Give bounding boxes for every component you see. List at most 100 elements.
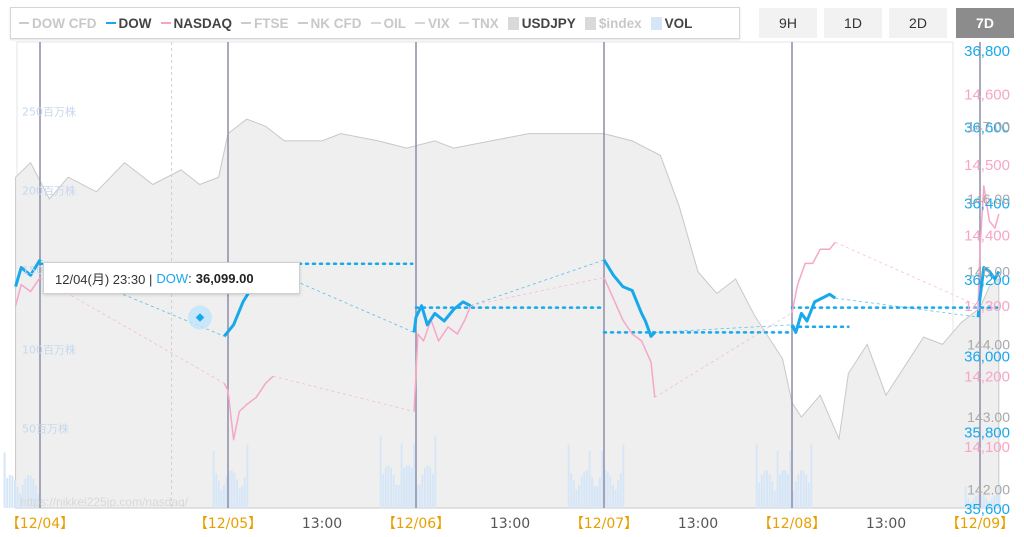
volume-bar	[243, 477, 246, 508]
volume-bar	[612, 485, 614, 508]
volume-bar	[585, 470, 588, 508]
range-button-7d[interactable]: 7D	[956, 8, 1014, 38]
volume-bar	[810, 444, 813, 508]
x-date-label: 【12/09】	[946, 516, 1014, 532]
volume-bar	[807, 482, 810, 508]
legend-item-index[interactable]: $index	[584, 16, 642, 31]
volume-bar	[416, 484, 419, 508]
legend-label: DOW	[118, 15, 152, 31]
volume-bar	[990, 498, 993, 508]
volume-bar	[411, 467, 413, 508]
dow-line	[790, 292, 837, 334]
legend-swatch-icon	[507, 16, 519, 30]
nasdaq-line	[791, 241, 836, 313]
legend-label: USDJPY	[521, 15, 576, 31]
legend-item-dow[interactable]: DOW	[105, 15, 152, 31]
range-button-9h[interactable]: 9H	[759, 8, 817, 38]
volume-bar	[429, 467, 432, 508]
volume-bar	[760, 475, 763, 508]
volume-bar	[19, 493, 22, 508]
volume-bar	[784, 470, 787, 508]
nasdaq-line-connector	[835, 241, 979, 307]
volume-bar	[588, 472, 591, 508]
volume-bar	[789, 450, 792, 508]
volume-tick-label: 50百万株	[22, 422, 69, 436]
volume-bar	[220, 489, 223, 508]
legend-item-usdjpy[interactable]: USDJPY	[507, 15, 576, 31]
volume-bar	[776, 483, 779, 508]
legend-swatch-icon	[650, 16, 662, 30]
volume-bar	[614, 489, 617, 508]
volume-bar	[606, 471, 609, 508]
x-time-label: 13:00	[490, 516, 530, 532]
volume-bar	[236, 479, 238, 508]
volume-bar	[238, 488, 241, 508]
dow-line	[412, 300, 472, 333]
nasdaq-line-connector	[654, 312, 793, 398]
legend-swatch-icon	[370, 22, 381, 24]
legend-item-vix[interactable]: VIX	[415, 16, 450, 31]
volume-bar	[241, 485, 244, 508]
legend-swatch-icon	[415, 22, 426, 24]
nasdaq-line	[603, 277, 656, 398]
legend-item-nk-cfd[interactable]: NK CFD	[297, 16, 362, 31]
legend-label: OIL	[383, 15, 407, 31]
volume-bar	[246, 444, 249, 508]
legend-label: NASDAQ	[173, 15, 233, 31]
volume-bar	[781, 470, 784, 508]
volume-bar	[14, 479, 16, 508]
volume-bar	[596, 488, 599, 508]
legend-swatch-icon	[458, 22, 469, 24]
nasdaq-line	[14, 277, 41, 306]
usdjpy-tick-label: 145.00	[967, 264, 1010, 280]
volume-bar	[617, 480, 620, 508]
legend-item-ftse[interactable]: FTSE	[241, 16, 289, 31]
volume-bar	[34, 485, 37, 508]
volume-bar	[980, 493, 983, 508]
volume-bar	[797, 474, 800, 508]
volume-bar	[230, 470, 233, 508]
volume-bar	[982, 495, 985, 508]
legend-label: DOW CFD	[32, 15, 97, 31]
dow-line	[976, 266, 1001, 318]
volume-bar	[392, 474, 395, 508]
volume-bar	[384, 467, 387, 508]
volume-bar	[413, 474, 416, 508]
volume-bar	[802, 470, 805, 508]
nasdaq-tick-label: 14,400	[964, 227, 1010, 244]
volume-bar	[964, 486, 967, 508]
legend-item-nasdaq[interactable]: NASDAQ	[160, 15, 233, 31]
volume-bar	[619, 473, 622, 508]
volume-bar	[16, 486, 19, 508]
tooltip-value: 36,099.00	[195, 270, 254, 286]
volume-bar	[379, 436, 382, 508]
legend-item-vol[interactable]: VOL	[650, 16, 692, 31]
watermark-url: https://nikkei225jp.com/nasdaq/	[20, 495, 189, 509]
legend-item-tnx[interactable]: TNX	[458, 15, 499, 31]
nasdaq-tick-label: 14,600	[964, 86, 1010, 103]
volume-bar	[395, 484, 398, 508]
volume-bar	[215, 473, 218, 508]
volume-bar	[223, 484, 225, 508]
legend-item-oil[interactable]: OIL	[370, 15, 407, 31]
volume-bar	[8, 474, 11, 508]
volume-bar	[3, 452, 6, 508]
volume-bar	[424, 467, 426, 508]
x-date-label: 【12/06】	[382, 516, 450, 532]
hover-marker	[195, 313, 205, 322]
volume-bar	[776, 450, 779, 508]
legend-label: VIX	[428, 15, 450, 31]
legend-item-dow-cfd[interactable]: DOW CFD	[19, 16, 97, 31]
volume-bar	[975, 495, 977, 508]
volume-bar	[755, 444, 758, 508]
legend-label: TNX	[471, 15, 499, 31]
volume-bar	[591, 479, 593, 508]
dow-tick-label: 36,800	[964, 43, 1010, 60]
volume-bar	[995, 494, 998, 508]
volume-tick-label: 250百万株	[22, 104, 76, 118]
range-button-1d[interactable]: 1D	[824, 8, 882, 38]
usdjpy-tick-label: 144.00	[967, 336, 1010, 352]
nasdaq-tick-label: 14,300	[964, 298, 1010, 315]
range-button-2d[interactable]: 2D	[889, 8, 947, 38]
